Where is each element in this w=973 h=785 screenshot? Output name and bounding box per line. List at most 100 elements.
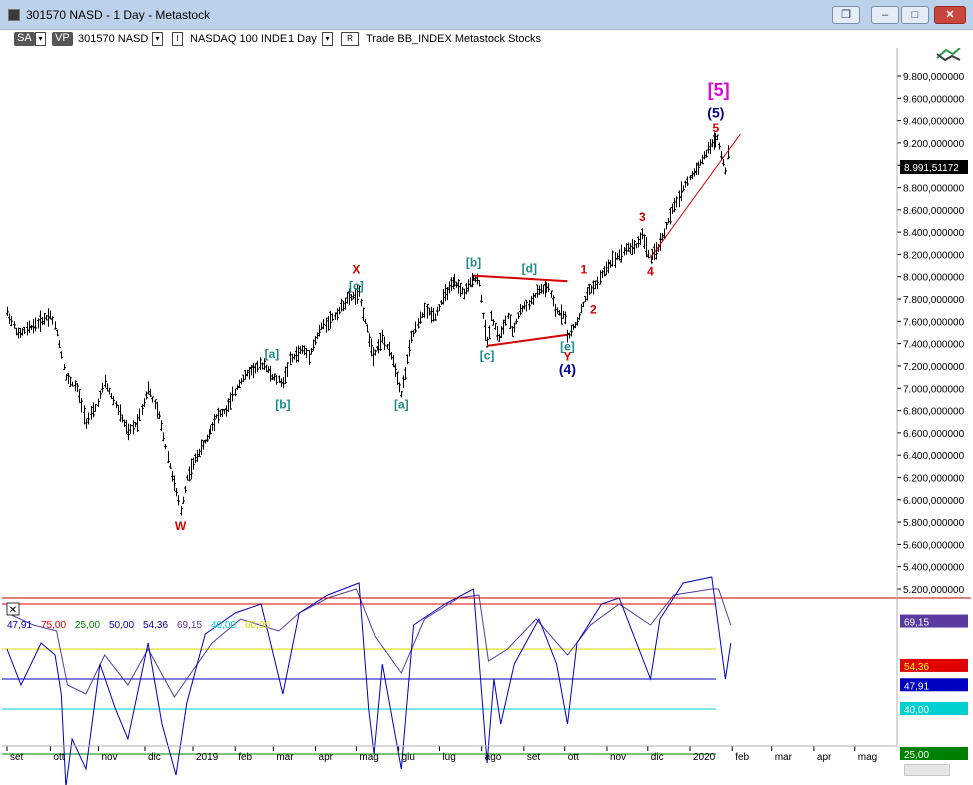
wave-label: [e] <box>560 339 575 353</box>
indicator-legend-value: 47,91 <box>7 620 32 631</box>
time-tick-label: giu <box>402 752 415 763</box>
price-tick-label: 6.000,000000 <box>903 496 965 507</box>
wave-label: X <box>352 262 360 276</box>
indicator-line <box>6 588 732 698</box>
indicator-legend-value: 25,00 <box>75 620 100 631</box>
period-dropdown-icon[interactable]: ▾ <box>322 32 333 46</box>
wave-trendline[interactable] <box>473 274 568 283</box>
wave-label: Y <box>563 349 571 363</box>
instrument-label: NASDAQ 100 INDE <box>190 33 288 45</box>
price-tick-label: 5.600,000000 <box>903 540 965 551</box>
time-tick-label: lug <box>442 752 455 763</box>
wave-label: [5] <box>708 80 730 100</box>
r-selector[interactable]: R <box>341 32 359 46</box>
time-tick-label: ott <box>568 752 579 763</box>
time-tick-label: dic <box>651 752 664 763</box>
price-tick-label: 8.400,000000 <box>903 228 965 239</box>
symbol-dropdown-icon[interactable]: ▾ <box>152 32 163 46</box>
indicator-legend-value: 54,36 <box>143 620 168 631</box>
price-tick-label: 6.400,000000 <box>903 451 965 462</box>
time-tick-label: 2019 <box>196 752 219 763</box>
indicator-level-tag <box>900 614 968 628</box>
wave-label: [b] <box>275 397 290 411</box>
indicator-level-tag <box>900 702 968 715</box>
close-indicator-icon[interactable] <box>6 602 20 616</box>
trade-mode-text: Trade BB_INDEX Metastock Stocks <box>366 33 542 45</box>
price-tick-label: 7.600,000000 <box>903 317 965 328</box>
price-tick-label: 9.400,000000 <box>903 117 965 128</box>
wave-label: (5) <box>707 104 724 120</box>
price-tick-label: 6.600,000000 <box>903 429 965 440</box>
indicator-level-label: 25,00 <box>904 750 929 761</box>
indicator-level-tag <box>900 678 968 692</box>
indicator-level-tag <box>900 747 968 760</box>
price-tick-label: 9.800,000000 <box>903 72 965 83</box>
time-tick-label: mar <box>775 752 793 763</box>
price-axis: 9.800,000000 9.600,000000 9.400,000000 9.20… <box>897 72 965 596</box>
close-button[interactable]: ✕ <box>934 6 966 24</box>
wave-label: (4) <box>559 361 576 377</box>
price-tick-label: 7.200,000000 <box>903 362 965 373</box>
trendlines <box>473 133 741 347</box>
wave-label: [c] <box>349 279 364 293</box>
wave-trendline[interactable] <box>486 333 568 347</box>
wave-label: 2 <box>590 303 597 317</box>
price-tick-label: 8.800,000000 <box>903 184 965 195</box>
price-bars <box>6 132 730 516</box>
instrument-selector[interactable]: I <box>172 32 183 46</box>
time-tick-label: nov <box>101 752 117 763</box>
indicator-level-label: 54,36 <box>904 662 929 673</box>
indicator-levels <box>2 603 716 755</box>
indicator-legend-value: 50,00 <box>109 620 134 631</box>
indicator-legend-value: 60,00 <box>245 620 270 631</box>
price-plot-background <box>2 48 897 595</box>
price-tick-label: 5.200,000000 <box>903 585 965 596</box>
indicator-level-label: 69,15 <box>904 618 929 629</box>
indicator-legend-value: 40,00 <box>211 620 236 631</box>
time-tick-label: apr <box>319 752 334 763</box>
sa-button[interactable]: SA <box>14 32 35 46</box>
time-tick-label: dic <box>148 752 161 763</box>
time-tick-label: mag <box>359 752 378 763</box>
chart-area[interactable]: W [a] [b] [c] X [a] [b] [c] [d] [e]Y(4) 1 2 3 4 5(5) [5… <box>0 48 973 785</box>
wave-label: 5 <box>713 121 720 135</box>
indicator-legend-value: 75,00 <box>41 620 66 631</box>
last-price-box <box>900 160 968 174</box>
wave-label: [a] <box>394 397 409 411</box>
price-tick-label: 6.800,000000 <box>903 407 965 418</box>
wave-label: 4 <box>647 265 654 279</box>
price-tick-label: 5.800,000000 <box>903 518 965 529</box>
wave-trendline[interactable] <box>650 133 741 259</box>
minimize-button[interactable]: – <box>871 6 899 24</box>
wave-label: [c] <box>480 348 495 362</box>
time-tick-label: ago <box>485 752 502 763</box>
period-label: 1 Day <box>288 33 317 45</box>
time-tick-label: feb <box>238 752 252 763</box>
maximize-button[interactable]: □ <box>901 6 929 24</box>
wave-label: [d] <box>522 261 537 275</box>
indicator-level-tag <box>900 658 968 672</box>
price-tick-label: 6.200,000000 <box>903 473 965 484</box>
price-tick-label: 7.400,000000 <box>903 340 965 351</box>
close-indicator-glyph[interactable]: ✕ <box>9 605 17 616</box>
price-tick-label: 9.200,000000 <box>903 139 965 150</box>
vp-button[interactable]: VP <box>52 32 73 46</box>
price-tick-label: 8.600,000000 <box>903 206 965 217</box>
time-tick-label: set <box>10 752 24 763</box>
time-tick-label: feb <box>735 752 749 763</box>
time-tick-label: 2020 <box>693 752 716 763</box>
price-tick-label: 7.800,000000 <box>903 295 965 306</box>
time-tick-label: apr <box>817 752 832 763</box>
price-tick-label: 9.600,000000 <box>903 94 965 105</box>
chart-trend-icon[interactable] <box>936 48 961 62</box>
restore-down-button[interactable]: ❐ <box>832 6 860 24</box>
horizontal-scrollbar[interactable] <box>904 764 950 776</box>
price-tick-label: 8.000,000000 <box>903 273 965 284</box>
wave-label: 1 <box>580 262 587 276</box>
indicator-legend: 47,91 75,00 25,00 50,00 54,36 69,15 40,00 60,00 <box>7 620 270 631</box>
sa-dropdown-icon[interactable]: ▾ <box>35 32 46 46</box>
indicator-line <box>6 576 732 785</box>
time-tick-label: ott <box>53 752 64 763</box>
title-bar[interactable]: 301570 NASD - 1 Day - Metastock ❐ – □ ✕ <box>0 0 973 30</box>
